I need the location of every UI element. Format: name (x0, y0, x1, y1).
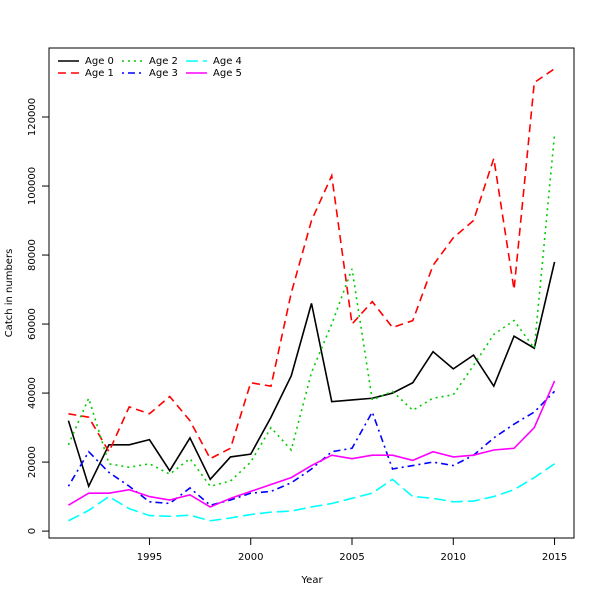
legend-label: Age 0 (85, 56, 114, 67)
y-tick-label: 0 (27, 528, 38, 534)
legend-label: Age 3 (149, 68, 178, 79)
y-tick-label: 20000 (27, 446, 38, 478)
y-tick-label: 40000 (27, 377, 38, 409)
legend-label: Age 2 (149, 56, 178, 67)
x-tick-label: 2015 (542, 552, 567, 563)
series-line (68, 380, 556, 508)
x-tick-label: 2010 (441, 552, 466, 563)
legend-label: Age 1 (85, 68, 114, 79)
y-tick-label: 80000 (27, 239, 38, 271)
y-tick-label: 60000 (27, 308, 38, 340)
plot-frame (48, 47, 575, 539)
y-tick-label: 120000 (27, 98, 38, 136)
legend-label: Age 4 (213, 56, 242, 67)
series-line (67, 134, 556, 488)
x-tick-label: 2005 (339, 552, 364, 563)
series-line (68, 463, 556, 522)
x-tick-label: 1995 (137, 552, 162, 563)
legend-label: Age 5 (213, 68, 242, 79)
y-axis-label: Catch in numbers (4, 249, 15, 338)
x-tick-label: 2000 (238, 552, 263, 563)
x-axis-label: Year (300, 575, 323, 586)
series-line (67, 261, 556, 489)
y-tick-label: 100000 (27, 167, 38, 205)
series-line (67, 390, 556, 507)
series-line (68, 68, 556, 460)
